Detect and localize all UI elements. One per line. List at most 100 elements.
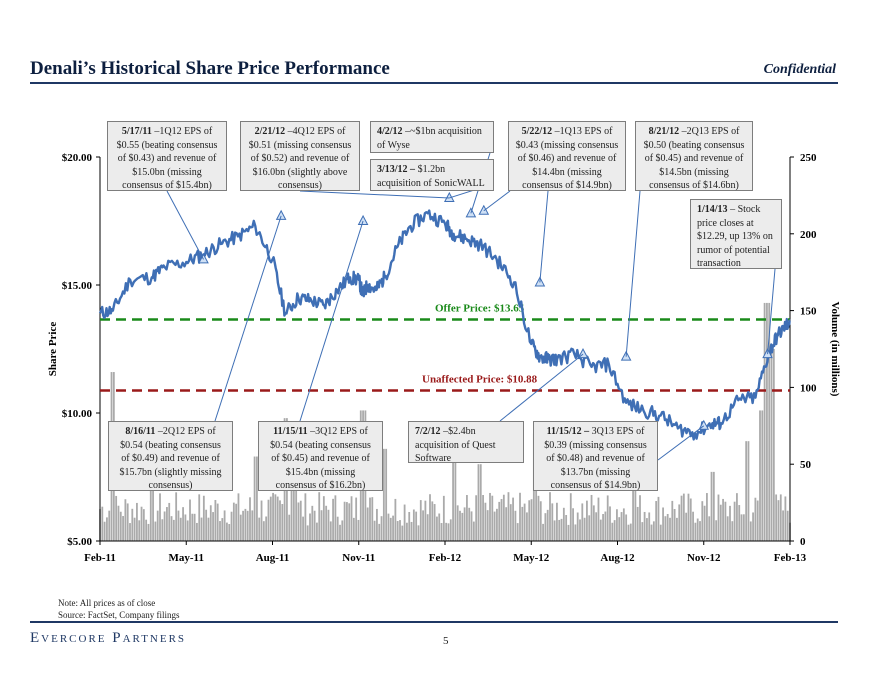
volume-bar <box>512 497 514 541</box>
volume-bar <box>387 513 390 541</box>
volume-bar <box>209 505 212 541</box>
volume-bar <box>509 504 512 541</box>
volume-bar <box>516 523 519 541</box>
volume-bar <box>138 520 141 541</box>
volume-bar <box>281 504 284 541</box>
volume-bar <box>740 514 743 541</box>
volume-bar <box>348 503 351 541</box>
volume-bar <box>306 525 309 541</box>
volume-bar <box>422 510 424 541</box>
volume-bar <box>235 503 238 541</box>
volume-bar <box>108 510 111 541</box>
volume-bar <box>542 523 544 541</box>
volume-bar <box>299 500 302 541</box>
volume-bar <box>549 492 551 541</box>
volume-bar <box>662 507 664 541</box>
volume-bar <box>179 517 182 541</box>
volume-bar <box>399 520 401 541</box>
volume-bar <box>212 512 214 541</box>
volume-bar <box>595 512 598 541</box>
volume-bar <box>459 510 461 541</box>
volume-bar <box>558 519 561 541</box>
volume-bar <box>198 494 201 541</box>
volume-bar <box>357 519 360 541</box>
volume-bar <box>175 492 178 541</box>
volume-bar <box>712 471 715 541</box>
volume-bar <box>119 511 122 541</box>
volume-bar <box>186 520 189 541</box>
volume-bar <box>265 516 268 541</box>
volume-bar <box>189 499 191 541</box>
volume-bar <box>544 513 547 541</box>
volume-bar <box>350 496 353 541</box>
volume-bar <box>262 521 265 541</box>
volume-bar <box>606 495 609 541</box>
volume-bar <box>269 496 272 541</box>
callout-leader <box>299 220 364 422</box>
volume-bar <box>214 499 217 541</box>
volume-bar <box>627 524 630 541</box>
volume-bar <box>124 499 127 541</box>
volume-bar <box>341 520 344 541</box>
volume-bar <box>775 494 778 541</box>
volume-bar <box>182 507 184 541</box>
volume-bar <box>417 525 420 541</box>
volume-bar <box>652 521 655 541</box>
volume-bar <box>332 498 334 541</box>
volume-bar <box>394 498 397 541</box>
volume-bar <box>230 511 233 541</box>
x-tick-label: May-11 <box>169 552 204 564</box>
volume-bar <box>272 492 274 541</box>
volume-bar <box>343 501 346 541</box>
x-tick-label: May-12 <box>513 552 550 564</box>
volume-bar <box>327 509 330 541</box>
page-title: Denali’s Historical Share Price Performa… <box>30 58 390 79</box>
volume-bar <box>479 464 482 541</box>
x-tick-label: Feb-12 <box>429 552 462 564</box>
volume-bar <box>288 514 291 541</box>
volume-bar <box>715 520 718 541</box>
volume-bar <box>401 525 404 541</box>
volume-bar <box>415 511 418 541</box>
volume-bar <box>461 512 464 541</box>
volume-bar <box>768 302 771 541</box>
volume-bar <box>251 510 254 541</box>
volume-bar <box>699 521 701 541</box>
volume-bar <box>613 520 616 541</box>
page-number: 5 <box>443 635 449 647</box>
right-tick-label: 250 <box>800 152 817 164</box>
volume-bar <box>200 517 203 541</box>
volume-bar <box>618 517 621 541</box>
volume-bar <box>602 514 604 541</box>
volume-bar <box>161 519 164 541</box>
volume-bar <box>396 521 399 541</box>
volume-bar <box>429 494 431 541</box>
x-tick-label: Nov-12 <box>687 552 721 564</box>
callout-8-21-12: 8/21/12 –2Q13 EPS of $0.50 (beating cons… <box>635 121 753 191</box>
volume-bar <box>378 523 381 541</box>
volume-bar <box>472 521 475 541</box>
x-tick-label: Aug-11 <box>256 552 290 564</box>
x-tick-label: Feb-11 <box>84 552 116 564</box>
callout-leader <box>299 190 450 199</box>
volume-bar <box>267 499 270 541</box>
volume-bar <box>122 516 124 541</box>
volume-bar <box>759 410 761 541</box>
volume-bar <box>140 506 143 541</box>
volume-bar <box>763 302 766 541</box>
volume-bar <box>244 508 247 541</box>
volume-bar <box>599 519 602 541</box>
volume-bar <box>246 510 249 541</box>
volume-bar <box>731 521 734 541</box>
volume-bar <box>412 509 415 541</box>
volume-bar <box>410 521 413 541</box>
volume-bar <box>159 493 161 541</box>
volume-bar <box>733 501 736 541</box>
volume-bar <box>636 506 639 541</box>
volume-bar <box>424 500 427 541</box>
volume-bar <box>588 515 591 541</box>
right-tick-label: 50 <box>800 459 812 471</box>
volume-bar <box>486 510 489 541</box>
volume-bar <box>145 519 148 541</box>
callout-leader <box>767 268 776 355</box>
